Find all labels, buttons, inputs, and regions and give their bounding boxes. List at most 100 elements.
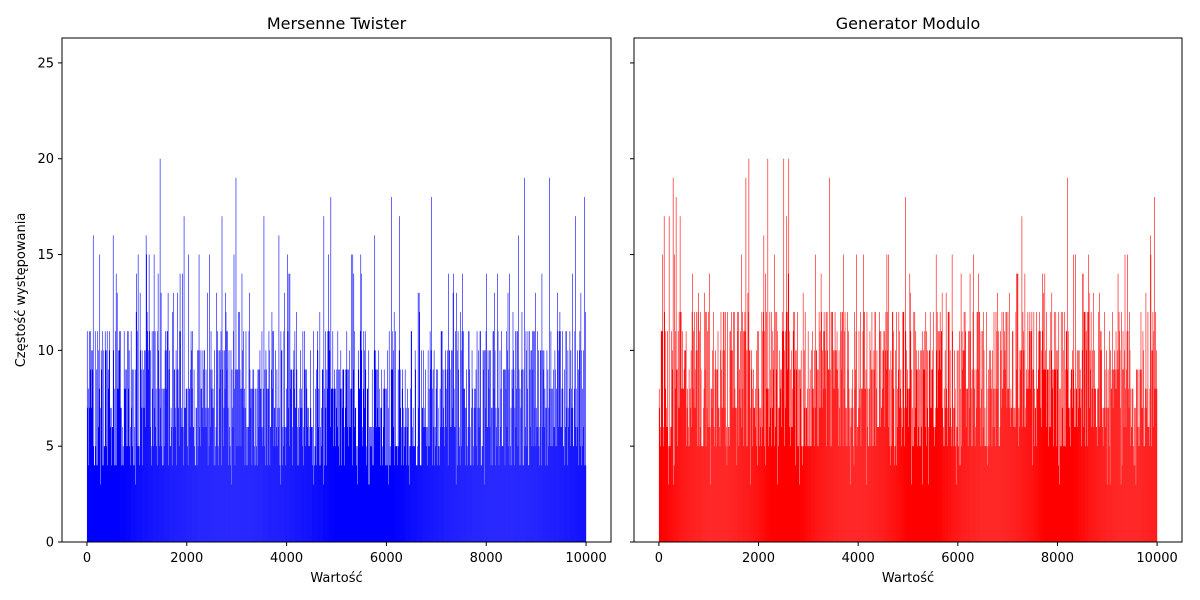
histogram-bar <box>349 388 351 542</box>
histogram-bar <box>1122 331 1124 542</box>
histogram-bar <box>1120 484 1122 542</box>
histogram-bar <box>95 446 97 542</box>
histogram-bar <box>134 369 136 542</box>
histogram-bar <box>778 446 780 542</box>
histogram-bar <box>188 388 190 542</box>
histogram-bar <box>1117 273 1119 542</box>
histogram-bar <box>1094 388 1096 542</box>
histogram-bar <box>433 427 434 542</box>
histogram-bar <box>399 369 401 542</box>
histogram-bar <box>871 369 872 542</box>
histogram-bar <box>1084 312 1085 542</box>
histogram-bar <box>434 465 435 542</box>
histogram-bar <box>690 350 692 542</box>
histogram-bar <box>1012 331 1013 542</box>
histogram-bar <box>557 331 559 542</box>
histogram-bar <box>860 446 862 542</box>
histogram-bar <box>371 446 373 542</box>
histogram-bar <box>922 350 924 542</box>
histogram-bar <box>942 407 943 542</box>
histogram-bar <box>747 446 748 542</box>
histogram-bar <box>766 312 767 542</box>
histogram-bar <box>1106 484 1108 542</box>
histogram-bar <box>994 427 995 542</box>
histogram-bar <box>168 465 169 542</box>
histogram-bar <box>138 446 140 542</box>
histogram-bar <box>1093 292 1094 542</box>
histogram-bar <box>578 465 580 542</box>
x-tick-label: 10000 <box>565 551 606 566</box>
histogram-bar <box>763 235 765 542</box>
histogram-bar <box>854 312 855 542</box>
histogram-bar <box>964 312 966 542</box>
histogram-bar <box>757 331 758 542</box>
histogram-bar <box>169 350 170 542</box>
histogram-bar <box>972 312 974 542</box>
histogram-bar <box>1098 427 1100 542</box>
histogram-bar <box>915 350 917 542</box>
histogram-bar <box>1073 388 1075 542</box>
histogram-bar <box>896 465 898 542</box>
histogram-bar <box>993 312 995 542</box>
histogram-bar <box>324 388 325 542</box>
histogram-bar <box>797 312 798 542</box>
histogram-bar <box>570 446 571 542</box>
histogram-bar <box>88 465 90 542</box>
histogram-bar <box>211 388 212 542</box>
histogram-bar <box>494 292 495 542</box>
histogram-bar <box>103 446 105 542</box>
histogram-bar <box>568 407 570 542</box>
histogram-bar <box>561 388 563 542</box>
histogram-bar <box>579 350 580 542</box>
histogram-bar <box>468 331 470 542</box>
histogram-bar <box>530 350 532 542</box>
histogram-bar <box>668 484 669 542</box>
histogram-bar <box>496 446 498 542</box>
histogram-bar <box>102 331 104 542</box>
histogram-bar <box>812 407 814 542</box>
histogram-bar <box>414 446 415 542</box>
histogram-bar <box>488 388 490 542</box>
histogram-bar <box>793 312 795 542</box>
histogram-bar <box>137 254 139 543</box>
histogram-bar <box>351 388 353 542</box>
histogram-bar <box>271 312 273 542</box>
histogram-bar <box>1037 388 1039 542</box>
histogram-bar <box>411 331 412 542</box>
histogram-bar <box>818 446 819 542</box>
histogram-bar <box>998 331 999 542</box>
histogram-bar <box>848 331 849 542</box>
histogram-bar <box>203 350 205 542</box>
histogram-bar <box>135 484 136 542</box>
histogram-bar <box>491 407 492 542</box>
histogram-bar <box>373 350 375 542</box>
histogram-bar <box>180 427 182 542</box>
histogram-bar <box>176 465 177 542</box>
histogram-bar <box>1076 388 1077 542</box>
histogram-bar <box>790 446 792 542</box>
histogram-bar <box>824 331 825 542</box>
histogram-bar <box>1090 369 1091 542</box>
histogram-bar <box>448 273 449 542</box>
histogram-bar <box>1055 312 1057 542</box>
histogram-bar <box>851 388 853 542</box>
histogram-bar <box>730 350 732 542</box>
histogram-bar <box>881 407 883 542</box>
histogram-bar <box>801 446 802 542</box>
histogram-bar <box>937 407 938 542</box>
histogram-bar <box>325 407 327 542</box>
histogram-bar <box>776 331 778 542</box>
histogram-bar <box>1071 369 1072 542</box>
histogram-bar <box>190 331 192 542</box>
histogram-bar <box>92 350 94 542</box>
histogram-bar <box>1019 350 1021 542</box>
histogram-bar <box>789 369 791 542</box>
histogram-bar <box>95 465 97 542</box>
histogram-bar <box>508 446 509 542</box>
histogram-bar <box>916 446 918 542</box>
histogram-bar <box>795 350 797 542</box>
histogram-bar <box>229 427 230 542</box>
histogram-bar <box>297 427 298 542</box>
histogram-bar <box>760 407 762 542</box>
histogram-bar <box>134 427 135 542</box>
